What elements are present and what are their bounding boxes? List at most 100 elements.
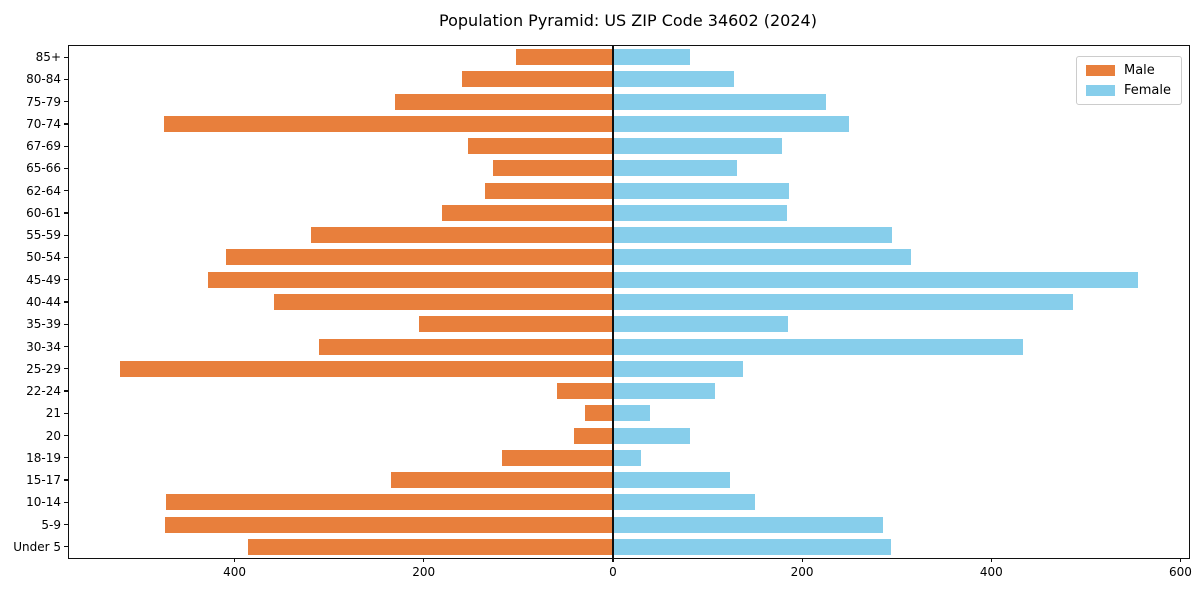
male-bar [461, 71, 613, 88]
y-tick-label: 45-49 [26, 272, 61, 287]
male-bar [318, 338, 613, 355]
y-tick-mark [64, 434, 68, 437]
x-tick-label: 200 [412, 565, 436, 579]
female-bar [612, 516, 883, 533]
male-bar [274, 294, 613, 310]
legend: Male Female [1075, 56, 1182, 105]
male-bar [557, 383, 613, 400]
male-bar [441, 204, 613, 221]
y-tick-mark [64, 479, 68, 481]
chart-title: Population Pyramid: US ZIP Code 34602 (2… [439, 11, 817, 30]
female-legend-label: Female [1123, 83, 1171, 98]
y-tick-label: 18-19 [26, 450, 61, 465]
y-tick-label: 70-74 [26, 116, 61, 131]
y-tick-mark [64, 145, 68, 147]
y-tick-label: 30-34 [26, 339, 61, 354]
y-tick-label: 10-14 [26, 495, 61, 510]
y-tick-label: 55-59 [26, 228, 61, 243]
female-bar [612, 494, 755, 511]
y-tick-label: 67-69 [26, 139, 61, 154]
female-bar [612, 227, 892, 244]
female-bar [612, 182, 789, 199]
female-bar [612, 427, 691, 444]
y-tick-mark [64, 457, 68, 459]
male-bar [165, 516, 613, 533]
female-bar [612, 271, 1138, 288]
male-bar [208, 271, 613, 288]
female-bar [612, 383, 716, 400]
male-bar [516, 49, 613, 66]
female-legend-swatch-icon [1085, 85, 1115, 96]
y-tick-label: 62-64 [26, 183, 61, 198]
y-tick-mark [64, 301, 68, 303]
y-tick-label: 21 [45, 406, 61, 421]
y-tick-mark [64, 546, 68, 548]
male-bar [468, 138, 613, 155]
female-bar [612, 204, 787, 221]
y-tick-mark [64, 279, 68, 281]
x-tick-mark [233, 558, 236, 562]
y-tick-mark [64, 323, 68, 325]
female-bar [612, 405, 650, 422]
male-bar [390, 472, 613, 489]
male-bar [584, 405, 613, 422]
y-tick-label: 22-24 [26, 384, 61, 399]
plot-area: Male Female 85+ 80-84 75-79 70-74 67-69 65-66… [13, 45, 1192, 579]
x-tick-label: 600 [1169, 565, 1192, 579]
female-bar [612, 138, 783, 155]
female-bar [612, 71, 734, 88]
female-bar [612, 472, 731, 489]
x-tick-label: 400 [979, 565, 1003, 579]
male-bar [247, 538, 613, 555]
female-bar [612, 538, 891, 555]
y-tick-label: 65-66 [26, 161, 61, 176]
y-tick-mark [64, 190, 68, 192]
y-tick-mark [64, 368, 68, 370]
x-tick-mark [423, 558, 425, 562]
y-tick-label: 80-84 [26, 72, 61, 87]
male-legend-swatch-icon [1085, 65, 1115, 76]
y-tick-label: 50-54 [26, 250, 61, 265]
y-tick-label: 40-44 [26, 295, 61, 309]
y-tick-mark [64, 167, 68, 170]
male-bar [502, 449, 613, 466]
legend-item-female: Female [1085, 83, 1171, 98]
y-tick-label: 35-39 [26, 317, 61, 332]
x-tick-mark [612, 558, 614, 562]
male-bar [485, 182, 613, 199]
y-tick-mark [64, 234, 68, 236]
male-bar [419, 316, 613, 333]
y-tick-mark [64, 501, 68, 503]
y-tick-label: 85+ [35, 50, 61, 65]
female-bar [612, 49, 690, 66]
male-bar [163, 115, 613, 132]
female-bar [612, 249, 911, 266]
y-tick-mark [64, 101, 68, 103]
x-tick-label: 200 [790, 565, 814, 579]
y-tick-mark [64, 524, 68, 526]
male-bar [120, 360, 613, 377]
y-tick-label: 75-79 [26, 94, 61, 109]
female-bar [612, 360, 744, 377]
female-bar [612, 160, 737, 177]
male-bar [166, 494, 613, 511]
y-tick-label: 60-61 [26, 205, 61, 220]
y-tick-mark [64, 123, 68, 125]
male-bar [395, 93, 613, 110]
y-tick-label: 5-9 [41, 517, 61, 532]
y-tick-mark [64, 390, 68, 392]
x-tick-label: 400 [223, 565, 246, 579]
female-bar [612, 449, 642, 466]
y-tick-label: Under 5 [13, 539, 61, 554]
y-tick-mark [64, 345, 68, 348]
y-tick-mark [64, 78, 68, 80]
zero-axis-line [612, 46, 614, 558]
female-bar [612, 93, 826, 110]
female-bar [612, 294, 1073, 310]
male-bar [226, 249, 613, 266]
male-bar [311, 227, 613, 244]
male-bar [492, 160, 613, 177]
y-tick-label: 15-17 [26, 473, 61, 488]
female-bar [612, 115, 850, 132]
